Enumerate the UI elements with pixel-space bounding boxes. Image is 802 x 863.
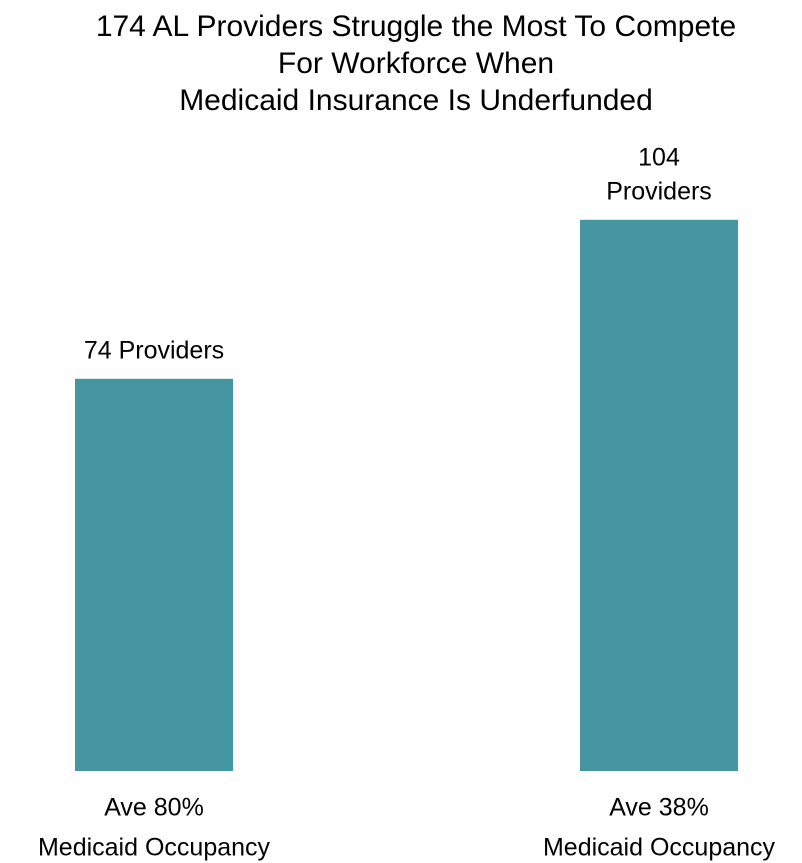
x-tick-label: Medicaid Occupancy bbox=[543, 834, 776, 862]
chart-title: Medicaid Insurance Is Underfunded bbox=[179, 84, 653, 117]
data-label: Providers bbox=[606, 177, 712, 205]
x-tick-label: Medicaid Occupancy bbox=[38, 834, 271, 862]
bar bbox=[75, 378, 233, 771]
x-tick-label: Ave 38% bbox=[609, 794, 709, 822]
bar bbox=[580, 219, 738, 772]
chart-title: For Workforce When bbox=[278, 47, 554, 80]
data-label: 74 Providers bbox=[84, 336, 224, 364]
x-tick-label: Ave 80% bbox=[104, 794, 204, 822]
chart-title: 174 AL Providers Struggle the Most To Co… bbox=[96, 10, 736, 43]
data-label: 104 bbox=[638, 143, 680, 171]
